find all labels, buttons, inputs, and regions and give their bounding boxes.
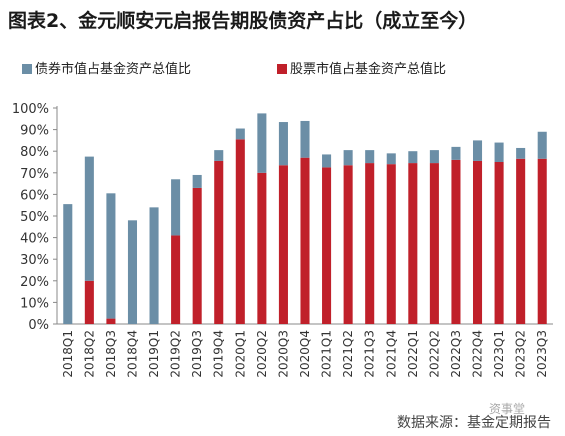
bar-bond-2019Q4	[214, 150, 224, 161]
y-tick-label: 60%	[20, 188, 49, 203]
x-tick-label: 2021Q1	[320, 330, 334, 378]
bar-bond-2018Q3	[106, 193, 116, 319]
source-note: 数据来源：基金定期报告	[397, 415, 551, 431]
bar-stock-2022Q3	[451, 159, 461, 324]
x-tick-label: 2019Q2	[169, 330, 183, 378]
bar-stock-2021Q1	[322, 167, 332, 324]
x-tick-label: 2021Q3	[363, 330, 377, 378]
bar-bond-2020Q3	[278, 122, 288, 166]
figure-title: 图表2、金元顺安元启报告期股债资产占比（成立至今）	[8, 10, 478, 32]
y-tick-label: 80%	[20, 145, 49, 160]
bar-bond-2019Q3	[192, 174, 202, 188]
x-tick-label: 2018Q2	[82, 330, 96, 378]
bar-bond-2021Q1	[322, 154, 332, 168]
y-tick-label: 50%	[20, 210, 49, 225]
legend-swatch-stock	[277, 64, 287, 74]
x-tick-label: 2022Q4	[471, 330, 485, 378]
y-tick-label: 100%	[12, 102, 49, 117]
bar-stock-2020Q2	[257, 172, 267, 324]
y-tick-label: 20%	[20, 275, 49, 290]
bar-stock-2023Q3	[537, 158, 547, 324]
bar-bond-2019Q2	[171, 179, 181, 236]
bar-stock-2022Q1	[408, 163, 418, 324]
bar-bond-2023Q2	[516, 147, 526, 159]
x-tick-label: 2019Q3	[190, 330, 204, 378]
bar-stock-2018Q3	[106, 318, 116, 324]
bar-stock-2022Q4	[472, 160, 483, 324]
x-tick-label: 2021Q4	[384, 330, 398, 378]
y-tick-label: 40%	[20, 232, 49, 247]
x-tick-label: 2022Q2	[427, 330, 441, 378]
bar-bond-2023Q1	[494, 142, 504, 162]
bar-stock-2020Q4	[300, 157, 310, 324]
x-tick-label: 2023Q1	[492, 330, 506, 378]
x-tick-label: 2021Q2	[341, 330, 355, 378]
bar-bond-2019Q1	[149, 207, 159, 324]
x-tick-label: 2018Q4	[125, 330, 139, 378]
bar-bond-2022Q4	[472, 140, 483, 161]
y-tick-label: 30%	[20, 253, 49, 268]
legend-swatch-bond	[22, 64, 32, 74]
y-tick-label: 70%	[20, 167, 49, 182]
bar-stock-2020Q1	[235, 139, 245, 324]
legend-label-stock: 股票市值占基金资产总值比	[290, 62, 447, 77]
x-tick-label: 2022Q3	[449, 330, 463, 378]
x-tick-label: 2020Q1	[233, 330, 247, 378]
legend-item-bond: 债券市值占基金资产总值比	[22, 58, 191, 77]
bar-stock-2021Q4	[386, 164, 396, 324]
bar-stock-2020Q3	[278, 165, 288, 324]
bar-bond-2022Q2	[429, 150, 439, 164]
bar-bond-2020Q4	[300, 120, 310, 158]
bar-bond-2023Q3	[537, 131, 547, 159]
bar-bond-2018Q4	[127, 220, 138, 324]
bar-bond-2021Q3	[365, 150, 375, 164]
x-tick-label: 2020Q3	[276, 330, 290, 378]
legend-label-bond: 债券市值占基金资产总值比	[35, 62, 192, 77]
bar-bond-2021Q4	[386, 153, 396, 165]
bar-stock-2019Q3	[192, 187, 202, 324]
x-tick-label: 2018Q3	[104, 330, 118, 378]
bar-stock-2023Q2	[516, 158, 526, 324]
bar-stock-2023Q1	[494, 162, 504, 324]
x-tick-label: 2020Q2	[255, 330, 269, 378]
bar-stock-2019Q2	[171, 235, 181, 324]
x-tick-label: 2018Q1	[61, 330, 75, 378]
bar-bond-2018Q2	[84, 156, 94, 281]
x-tick-label: 2023Q3	[535, 330, 549, 378]
bar-stock-2022Q2	[429, 163, 439, 324]
x-tick-label: 2019Q1	[147, 330, 161, 378]
watermark-text: 资事堂	[489, 402, 526, 416]
bar-bond-2022Q1	[408, 151, 418, 164]
bar-bond-2022Q3	[451, 146, 461, 160]
y-tick-label: 10%	[20, 296, 49, 311]
bar-stock-2019Q4	[214, 160, 224, 324]
y-tick-label: 0%	[28, 318, 49, 333]
bar-bond-2018Q1	[63, 204, 73, 324]
x-tick-label: 2020Q4	[298, 330, 312, 378]
x-tick-label: 2019Q4	[212, 330, 226, 378]
x-tick-label: 2022Q1	[406, 330, 420, 378]
x-tick-label: 2023Q2	[514, 330, 528, 378]
legend-item-stock: 股票市值占基金资产总值比	[277, 58, 446, 77]
y-tick-label: 90%	[20, 124, 49, 139]
bar-bond-2021Q2	[343, 150, 353, 166]
bar-stock-2018Q2	[84, 280, 94, 324]
bar-stock-2021Q2	[343, 165, 353, 324]
bar-bond-2020Q1	[235, 128, 245, 140]
bar-bond-2020Q2	[257, 113, 267, 173]
bar-stock-2021Q3	[365, 163, 375, 324]
